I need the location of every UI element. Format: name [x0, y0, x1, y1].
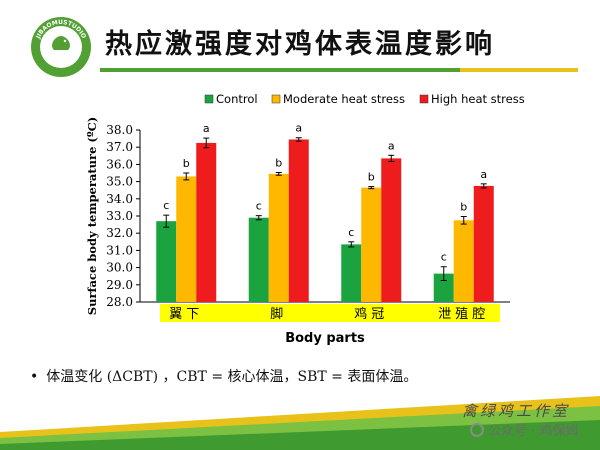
bar-3-4	[473, 185, 494, 302]
x-category-label: 泄殖腔	[438, 306, 489, 322]
bar-3-1	[196, 142, 217, 302]
y-axis-label: Surface body temperature (ºC)	[85, 117, 99, 315]
significance-letter: b	[368, 171, 375, 184]
signature: 禽绿鸡工作室	[462, 402, 571, 420]
bar-1-4	[433, 273, 454, 302]
bar-2-1	[176, 176, 197, 302]
significance-letter: a	[388, 139, 395, 152]
significance-letter: a	[480, 168, 487, 181]
y-tick-label: 30.0	[106, 261, 133, 275]
y-tick-label: 28.0	[106, 295, 133, 309]
y-tick-label: 37.0	[106, 140, 133, 154]
y-tick-label: 36.0	[106, 157, 133, 171]
y-tick-label: 38.0	[106, 123, 133, 137]
watermark: 公众号 · 鸡保姆	[470, 420, 578, 439]
bar-1-3	[341, 244, 362, 302]
y-tick-label: 31.0	[106, 243, 133, 257]
legend-swatch-1	[204, 94, 214, 104]
category-highlight-band	[160, 304, 500, 322]
footnote-text: 体温变化 (ΔCBT) ，CBT = 核心体温，SBT = 表面体温。	[46, 369, 418, 385]
bar-3-2	[288, 139, 309, 302]
y-tick-label: 34.0	[106, 192, 133, 206]
legend-label-3: High heat stress	[431, 92, 525, 106]
x-category-label: 鸡冠	[354, 306, 388, 322]
x-axis-label: Body parts	[285, 331, 365, 346]
legend-swatch-2	[271, 94, 281, 104]
bar-2-4	[453, 220, 474, 302]
significance-letter: c	[441, 251, 447, 264]
logo-bottom-text: 鸡宝保	[52, 58, 70, 66]
legend-swatch-3	[419, 94, 429, 104]
significance-letter: b	[275, 156, 282, 169]
title-underline-green	[100, 68, 460, 72]
significance-letter: b	[460, 201, 467, 214]
x-category-label: 翼下	[169, 307, 203, 322]
significance-letter: a	[295, 122, 302, 135]
bar-1-1	[156, 221, 177, 302]
watermark-text: 公众号 · 鸡保姆	[488, 424, 579, 439]
x-category-label: 脚	[270, 306, 287, 322]
wechat-icon	[470, 423, 484, 437]
surface-temperature-bar-chart: Control Moderate heat stress High heat str…	[85, 92, 525, 346]
studio-logo: JIBAOMUSTUDIO 鸡宝保	[31, 17, 91, 77]
significance-letter: a	[203, 122, 210, 135]
significance-letter: c	[163, 199, 169, 212]
page-title: 热应激强度对鸡体表温度影响	[105, 29, 495, 60]
bar-2-2	[268, 173, 289, 302]
bar-1-2	[248, 217, 269, 302]
legend-label-1: Control	[216, 92, 258, 106]
title-underline-yellow	[460, 68, 578, 72]
bullet: •	[30, 369, 39, 385]
significance-letter: c	[348, 226, 354, 239]
chicken-icon	[52, 36, 70, 50]
footnote: • 体温变化 (ΔCBT) ，CBT = 核心体温，SBT = 表面体温。	[30, 366, 417, 386]
bar-3-3	[381, 158, 402, 302]
y-tick-label: 33.0	[106, 209, 133, 223]
footer-decoration	[0, 396, 600, 450]
legend-label-2: Moderate heat stress	[283, 92, 405, 106]
y-tick-label: 32.0	[106, 226, 133, 240]
y-tick-label: 35.0	[106, 175, 133, 189]
significance-letter: b	[183, 157, 190, 170]
significance-letter: c	[256, 200, 262, 213]
y-tick-label: 29.0	[106, 278, 133, 292]
bar-2-3	[361, 187, 382, 302]
